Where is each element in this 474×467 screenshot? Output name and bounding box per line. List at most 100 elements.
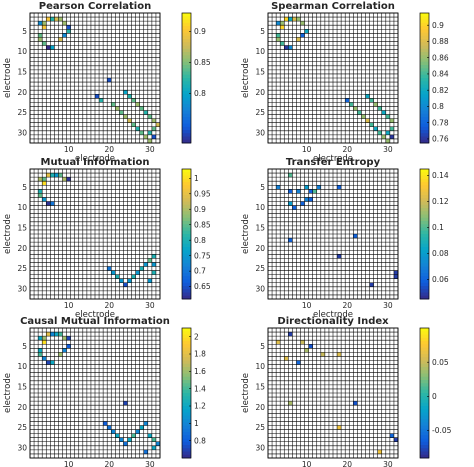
colorbar-segment bbox=[182, 253, 191, 258]
colorbar-segment bbox=[420, 204, 429, 209]
heatmap-cell bbox=[50, 17, 55, 22]
heatmap-cell bbox=[127, 118, 132, 123]
colorbar-tick-label: 0.76 bbox=[432, 135, 449, 144]
colorbar-segment bbox=[182, 328, 191, 332]
colorbar-segment bbox=[182, 217, 191, 222]
colorbar-segment bbox=[420, 454, 429, 459]
heatmap-cell bbox=[288, 238, 293, 243]
heatmap-cell bbox=[345, 98, 350, 103]
heatmap-cell bbox=[276, 185, 281, 190]
x-axis-label: electrode bbox=[75, 154, 115, 164]
y-tick-label: 20 bbox=[17, 88, 27, 97]
colorbar-segment bbox=[420, 402, 429, 407]
colorbar-segment bbox=[182, 78, 191, 82]
colorbar-segment bbox=[182, 354, 191, 358]
colorbar-segment bbox=[182, 282, 191, 287]
colorbar-segment bbox=[420, 65, 429, 69]
colorbar-segment bbox=[182, 35, 191, 40]
y-tick-label: 20 bbox=[255, 403, 265, 412]
colorbar-tick-label: 0.65 bbox=[194, 282, 211, 291]
x-tick-label: 10 bbox=[302, 301, 312, 310]
x-tick-label: 30 bbox=[383, 460, 393, 467]
colorbar-segment bbox=[420, 78, 429, 82]
y-tick-label: 10 bbox=[17, 362, 27, 371]
colorbar-tick-label: 0.95 bbox=[194, 189, 211, 198]
colorbar-segment bbox=[420, 55, 429, 59]
colorbar-segment bbox=[420, 71, 429, 76]
colorbar-segment bbox=[420, 289, 429, 293]
colorbar-segment bbox=[182, 188, 191, 193]
heatmap-cell bbox=[151, 262, 156, 267]
colorbar-segment bbox=[420, 117, 429, 121]
colorbar-segment bbox=[182, 19, 191, 24]
colorbar-segment bbox=[182, 29, 191, 33]
heatmap-cell bbox=[276, 33, 281, 38]
heatmap-cell bbox=[381, 110, 386, 115]
heatmap-cell bbox=[46, 332, 51, 337]
heatmap-cell bbox=[365, 118, 370, 123]
colorbar-segment bbox=[420, 428, 429, 433]
colorbar-tick-label: 1.4 bbox=[194, 384, 206, 393]
heatmap-cell bbox=[42, 21, 47, 26]
colorbar-segment bbox=[420, 409, 429, 413]
heatmap-cell bbox=[131, 433, 136, 438]
colorbar-segment bbox=[420, 104, 429, 108]
colorbar-segment bbox=[182, 91, 191, 95]
colorbar-segment bbox=[420, 97, 429, 102]
colorbar-segment bbox=[420, 331, 429, 335]
heatmap-cell bbox=[304, 197, 309, 202]
colorbar-segment bbox=[182, 419, 191, 423]
colorbar-segment bbox=[420, 185, 429, 189]
y-tick-label: 10 bbox=[17, 203, 27, 212]
y-tick-label: 20 bbox=[255, 88, 265, 97]
colorbar-segment bbox=[182, 363, 191, 368]
colorbar-segment bbox=[420, 172, 429, 176]
heatmap-cell bbox=[119, 110, 124, 115]
heatmap-cell bbox=[288, 332, 293, 337]
colorbar-tick-label: 0.85 bbox=[194, 220, 211, 229]
colorbar-segment bbox=[182, 276, 191, 280]
colorbar-segment bbox=[420, 250, 429, 254]
heatmap-cell bbox=[135, 102, 140, 107]
heatmap-cell bbox=[284, 356, 289, 361]
colorbar-segment bbox=[420, 415, 429, 420]
heatmap-cell bbox=[393, 270, 398, 275]
colorbar-segment bbox=[182, 22, 191, 27]
heatmap-cell bbox=[38, 177, 43, 182]
colorbar-segment bbox=[182, 386, 191, 391]
heatmap-cell bbox=[381, 134, 386, 139]
colorbar-tick-label: 0.05 bbox=[432, 358, 449, 367]
heatmap-cell bbox=[353, 401, 358, 406]
y-tick-label: 15 bbox=[17, 224, 27, 233]
colorbar-segment bbox=[420, 389, 429, 394]
heatmap-cell bbox=[107, 266, 112, 271]
y-tick-label: 5 bbox=[260, 27, 265, 36]
colorbar-segment bbox=[182, 289, 191, 293]
heatmap-cell bbox=[38, 21, 43, 26]
colorbar-segment bbox=[420, 337, 429, 342]
heatmap-cell bbox=[312, 189, 317, 194]
heatmap-cell bbox=[337, 254, 342, 259]
heatmap-cell bbox=[377, 449, 382, 454]
colorbar-segment bbox=[182, 169, 191, 173]
heatmap-cell bbox=[288, 17, 293, 22]
colorbar-segment bbox=[420, 26, 429, 30]
colorbar-tick-label: 0.8 bbox=[432, 102, 444, 111]
colorbar-segment bbox=[182, 295, 191, 300]
x-tick-label: 30 bbox=[145, 145, 155, 154]
heatmap-cell bbox=[54, 173, 59, 178]
colorbar-frame bbox=[181, 327, 192, 459]
y-tick-label: 25 bbox=[255, 264, 265, 273]
plot-frame bbox=[29, 168, 161, 300]
colorbar-segment bbox=[182, 48, 191, 53]
heatmap-cell bbox=[46, 201, 51, 206]
y-tick-label: 5 bbox=[22, 27, 27, 36]
colorbar-tick-label: 0.9 bbox=[194, 205, 206, 214]
heatmap-cell bbox=[320, 352, 325, 357]
x-tick-label: 10 bbox=[64, 301, 74, 310]
colorbar-segment bbox=[182, 126, 191, 131]
heatmap-cell bbox=[308, 189, 313, 194]
colorbar-tick-label: 0.8 bbox=[194, 89, 206, 98]
y-tick-label: 5 bbox=[22, 183, 27, 192]
heatmap-cell bbox=[46, 173, 51, 178]
